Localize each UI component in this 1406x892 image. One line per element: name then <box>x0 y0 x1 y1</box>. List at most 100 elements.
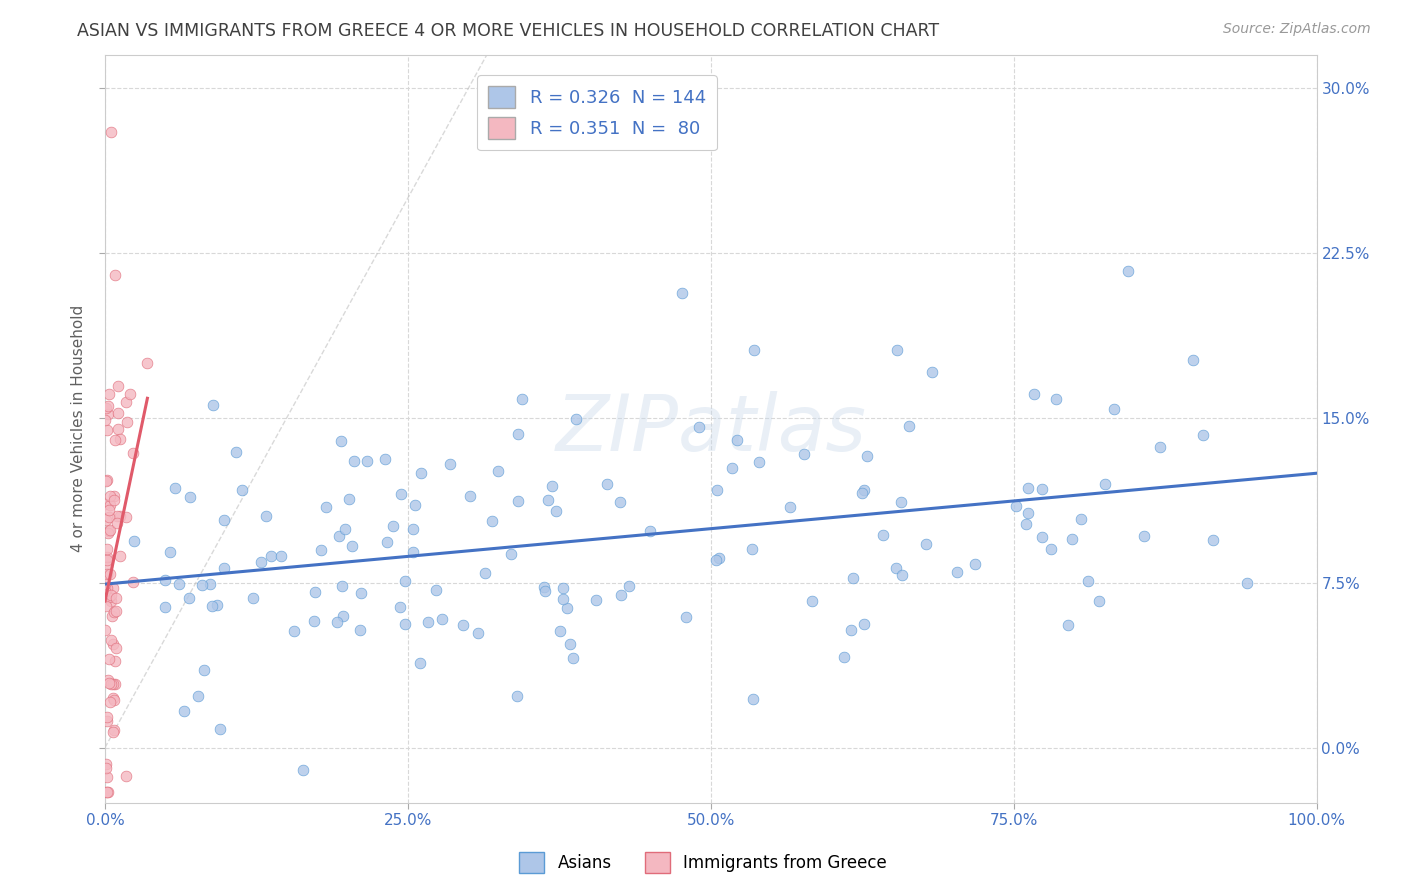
Point <box>107 406 129 420</box>
Point <box>104 654 127 668</box>
Point <box>533 584 555 599</box>
Point <box>638 524 661 538</box>
Point <box>96 423 118 437</box>
Point <box>114 509 136 524</box>
Point <box>97 399 120 413</box>
Point <box>458 489 481 503</box>
Point <box>100 677 122 691</box>
Point <box>179 591 201 606</box>
Point <box>1077 574 1099 589</box>
Point <box>115 769 138 783</box>
Point <box>200 599 222 614</box>
Point <box>335 522 357 536</box>
Point <box>891 568 914 582</box>
Point <box>96 599 118 613</box>
Point <box>98 523 121 537</box>
Point <box>118 386 141 401</box>
Point <box>96 542 118 557</box>
Point <box>595 477 617 491</box>
Point <box>212 561 235 575</box>
Point <box>153 599 176 614</box>
Point <box>104 591 127 605</box>
Point <box>330 579 353 593</box>
Point <box>108 508 131 523</box>
Point <box>671 286 693 301</box>
Point <box>565 412 588 426</box>
Point <box>96 714 118 728</box>
Point <box>537 492 560 507</box>
Legend: R = 0.326  N = 144, R = 0.351  N =  80: R = 0.326 N = 144, R = 0.351 N = 80 <box>478 76 717 150</box>
Point <box>707 550 730 565</box>
Point <box>159 545 181 559</box>
Point <box>304 585 326 599</box>
Point <box>97 784 120 798</box>
Point <box>343 454 366 468</box>
Point <box>1070 511 1092 525</box>
Point <box>302 614 325 628</box>
Point <box>499 547 522 561</box>
Point <box>402 522 425 536</box>
Point <box>855 449 877 463</box>
Point <box>541 479 564 493</box>
Point <box>122 446 145 460</box>
Point <box>96 553 118 567</box>
Point <box>94 784 117 798</box>
Point <box>1192 427 1215 442</box>
Point <box>283 624 305 638</box>
Point <box>270 549 292 564</box>
Point <box>394 574 416 589</box>
Point <box>96 549 118 564</box>
Point <box>97 652 120 666</box>
Point <box>418 615 440 630</box>
Point <box>1149 440 1171 454</box>
Point <box>553 581 575 595</box>
Point <box>451 617 474 632</box>
Point <box>104 268 127 282</box>
Point <box>115 416 138 430</box>
Point <box>548 624 571 638</box>
Point <box>1031 530 1053 544</box>
Point <box>250 555 273 569</box>
Point <box>107 379 129 393</box>
Point <box>214 513 236 527</box>
Point <box>97 526 120 541</box>
Point <box>167 577 190 591</box>
Point <box>209 722 232 736</box>
Point <box>98 489 121 503</box>
Point <box>94 401 117 415</box>
Point <box>101 725 124 739</box>
Point <box>839 623 862 637</box>
Point <box>98 566 121 581</box>
Point <box>609 589 631 603</box>
Point <box>103 690 125 705</box>
Point <box>94 756 117 771</box>
Point <box>193 663 215 677</box>
Point <box>921 365 943 379</box>
Point <box>915 537 938 551</box>
Point <box>439 458 461 472</box>
Point <box>675 610 697 624</box>
Point <box>394 617 416 632</box>
Point <box>506 493 529 508</box>
Point <box>853 483 876 497</box>
Point <box>101 677 124 691</box>
Point <box>332 608 354 623</box>
Point <box>1017 506 1039 520</box>
Point <box>100 588 122 602</box>
Point <box>402 545 425 559</box>
Point <box>890 495 912 509</box>
Point <box>350 586 373 600</box>
Point <box>430 612 453 626</box>
Text: Source: ZipAtlas.com: Source: ZipAtlas.com <box>1223 22 1371 37</box>
Point <box>122 534 145 549</box>
Point <box>374 451 396 466</box>
Point <box>425 583 447 598</box>
Point <box>404 498 426 512</box>
Point <box>105 604 128 618</box>
Point <box>481 514 503 528</box>
Point <box>231 483 253 498</box>
Point <box>242 591 264 605</box>
Point <box>506 426 529 441</box>
Point <box>96 473 118 487</box>
Point <box>94 577 117 591</box>
